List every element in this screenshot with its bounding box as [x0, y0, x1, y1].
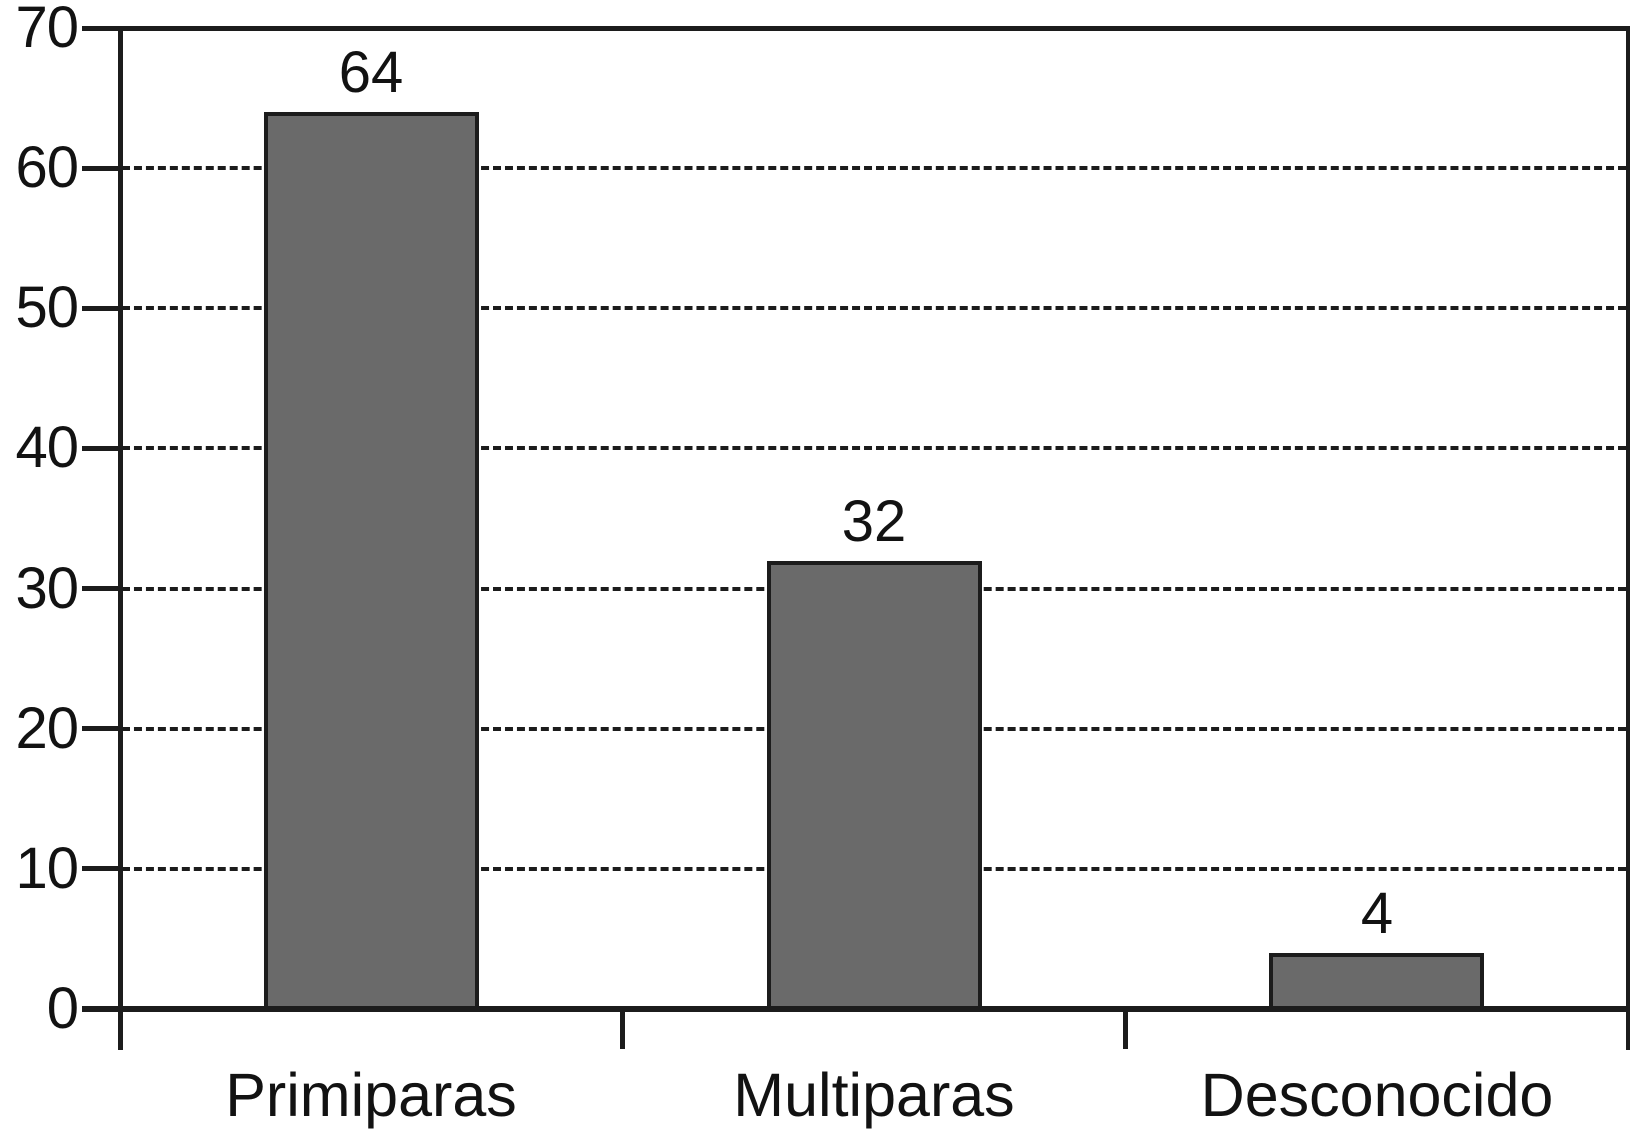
- bar-primiparas: [264, 112, 479, 1011]
- gridline: [122, 166, 1626, 170]
- y-axis-tick-label: 20: [15, 696, 79, 761]
- bar-desconocido: [1269, 953, 1484, 1011]
- y-axis-tick: [82, 866, 120, 871]
- plot-top-border: [82, 26, 1630, 31]
- y-axis-tick-label: 50: [15, 275, 79, 340]
- y-axis-tick-label: 40: [15, 415, 79, 480]
- y-axis-tick-label: 10: [15, 836, 79, 901]
- y-axis-tick-label: 70: [15, 0, 79, 60]
- y-axis-tick: [82, 306, 120, 311]
- x-axis-category-label: Primiparas: [225, 1061, 517, 1129]
- y-axis-tick: [82, 726, 120, 731]
- y-axis-tick: [82, 166, 120, 171]
- plot-right-border: [1626, 26, 1630, 1050]
- x-axis-tick: [620, 1009, 625, 1049]
- x-axis-category-label: Desconocido: [1200, 1061, 1554, 1129]
- x-axis-baseline: [82, 1006, 1630, 1012]
- gridline: [122, 446, 1626, 450]
- bar-value-label: 4: [1360, 881, 1394, 946]
- gridline: [122, 306, 1626, 310]
- bar-value-label: 32: [841, 489, 907, 554]
- y-axis-tick-label: 30: [15, 556, 79, 621]
- x-axis-tick: [1123, 1009, 1128, 1049]
- bar-multiparas: [767, 561, 982, 1011]
- y-axis: [118, 26, 123, 1050]
- y-axis-tick: [82, 446, 120, 451]
- y-axis-tick: [82, 586, 120, 591]
- y-axis-tick-label: 60: [15, 135, 79, 200]
- y-axis-tick-label: 0: [46, 976, 79, 1041]
- bar-value-label: 64: [338, 40, 404, 105]
- x-axis-category-label: Multiparas: [733, 1061, 1015, 1129]
